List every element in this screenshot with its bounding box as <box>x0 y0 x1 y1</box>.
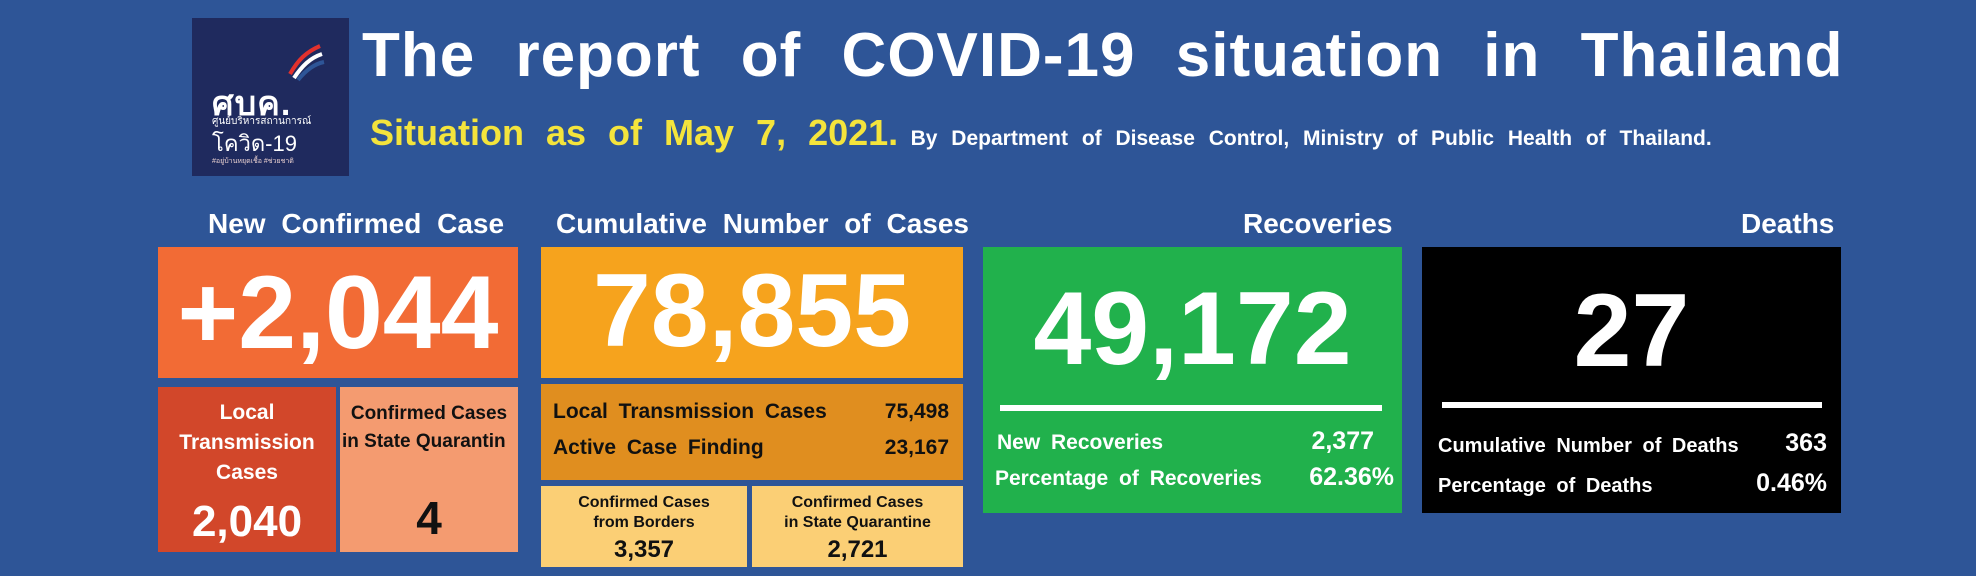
cumulative-value: 78,855 <box>592 253 912 369</box>
deaths-divider <box>1442 402 1822 408</box>
deaths-cum-label: Cumulative Number of Deaths <box>1438 435 1739 457</box>
cumulative-quarantine-label-2: in State Quarantine <box>784 514 931 531</box>
recoveries-heading: Recoveries <box>1243 208 1393 239</box>
source-text: By Department of Disease Control, Minist… <box>910 127 1712 150</box>
subtitle-row: Situation as of May 7, 2021. By Departme… <box>370 112 1712 154</box>
new-quarantine-label-1: Confirmed Cases <box>350 403 508 424</box>
new-confirmed-panel: +2,044 <box>158 247 518 378</box>
cumulative-local-label: Local Transmission Cases <box>553 400 827 423</box>
cumulative-quarantine-panel: Confirmed Cases in State Quarantine 2,72… <box>752 486 963 567</box>
deaths-panel: 27 Cumulative Number of Deaths 363 Perce… <box>1422 247 1841 513</box>
deaths-heading: Deaths <box>1741 208 1835 239</box>
new-quarantine-label-2: in State Quarantin <box>342 431 506 452</box>
new-confirmed-value: +2,044 <box>177 255 499 371</box>
recoveries-new-label: New Recoveries <box>997 431 1164 454</box>
recoveries-new-value: 2,377 <box>1311 427 1374 455</box>
recoveries-value: 49,172 <box>1033 271 1352 387</box>
cumulative-panel: 78,855 <box>541 247 963 378</box>
situation-date: Situation as of May 7, 2021. <box>370 112 899 153</box>
new-local-label-2: Transmission <box>179 431 315 454</box>
new-local-label-1: Local <box>219 401 275 424</box>
cumulative-acf-value: 23,167 <box>884 436 949 459</box>
recoveries-panel: 49,172 New Recoveries 2,377 Percentage o… <box>983 247 1402 513</box>
cumulative-local-value: 75,498 <box>884 400 949 423</box>
cumulative-quarantine-label-1: Confirmed Cases <box>791 494 924 511</box>
cumulative-borders-value: 3,357 <box>613 536 675 563</box>
logo-line-3: #อยู่บ้านหยุดเชื้อ #ช่วยชาติ <box>212 158 294 165</box>
logo-mark: ศบค. <box>212 85 292 123</box>
recoveries-pct-label: Percentage of Recoveries <box>995 467 1262 490</box>
recoveries-divider <box>1000 405 1382 411</box>
recoveries-pct-value: 62.36% <box>1309 463 1394 491</box>
new-local-label-3: Cases <box>216 461 278 484</box>
cumulative-borders-label-2: from Borders <box>593 514 695 531</box>
deaths-pct-value: 0.46% <box>1756 469 1827 497</box>
logo-line-1: ศูนย์บริหารสถานการณ์ <box>212 116 312 127</box>
deaths-cum-value: 363 <box>1785 429 1827 457</box>
cumulative-borders-label-1: Confirmed Cases <box>578 494 710 511</box>
deaths-pct-label: Percentage of Deaths <box>1438 475 1653 497</box>
new-quarantine-panel: Confirmed Cases in State Quarantin 4 <box>340 387 518 552</box>
new-local-panel: Local Transmission Cases 2,040 <box>158 387 336 552</box>
new-confirmed-heading: New Confirmed Case <box>208 208 505 239</box>
logo-line-2: โควิด-19 <box>212 131 297 156</box>
deaths-value: 27 <box>1573 273 1690 389</box>
ribbon-icon <box>288 44 325 82</box>
cumulative-borders-panel: Confirmed Cases from Borders 3,357 <box>541 486 747 567</box>
page-title: The report of COVID-19 situation in Thai… <box>362 21 1844 90</box>
new-local-value: 2,040 <box>191 497 303 546</box>
cumulative-quarantine-value: 2,721 <box>827 536 888 563</box>
cumulative-heading: Cumulative Number of Cases <box>556 208 969 239</box>
logo: ศบค. ศูนย์บริหารสถานการณ์ โควิด-19 #อยู่… <box>192 18 349 176</box>
cumulative-detail-panel: Local Transmission Cases 75,498 Active C… <box>541 384 963 480</box>
new-quarantine-value: 4 <box>416 492 442 544</box>
cumulative-acf-label: Active Case Finding <box>553 436 764 459</box>
